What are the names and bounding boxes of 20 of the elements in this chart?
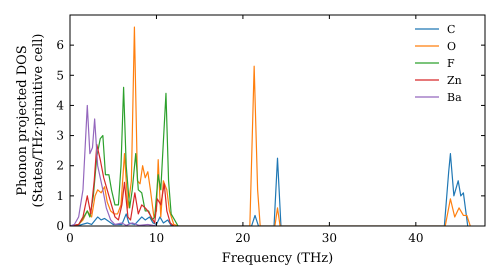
y-tick-label: 6 bbox=[56, 38, 64, 52]
y-tick-label: 4 bbox=[56, 98, 64, 112]
y-tick-label: 0 bbox=[56, 219, 64, 233]
x-axis-title: Frequency (THz) bbox=[222, 251, 334, 266]
legend-label: O bbox=[447, 40, 456, 53]
legend-label: Ba bbox=[447, 91, 462, 104]
x-tick-label: 40 bbox=[408, 231, 424, 245]
y-tick-label: 1 bbox=[56, 188, 64, 203]
y-tick-label: 5 bbox=[56, 68, 64, 82]
y-tick-label: 2 bbox=[56, 158, 64, 173]
y-axis-title: Phonon projected DOS (States/THz·primitive cell) bbox=[15, 33, 46, 208]
y-tick-label: 3 bbox=[56, 128, 64, 143]
x-tick-label: 20 bbox=[235, 231, 251, 245]
legend-label: C bbox=[447, 23, 456, 36]
line-series bbox=[70, 104, 158, 226]
legend-label: Zn bbox=[447, 74, 462, 87]
x-tick-label: 10 bbox=[148, 231, 164, 245]
x-tick-label: 30 bbox=[322, 231, 338, 245]
legend-label: F bbox=[447, 57, 455, 70]
x-tick-label: 0 bbox=[66, 231, 74, 245]
